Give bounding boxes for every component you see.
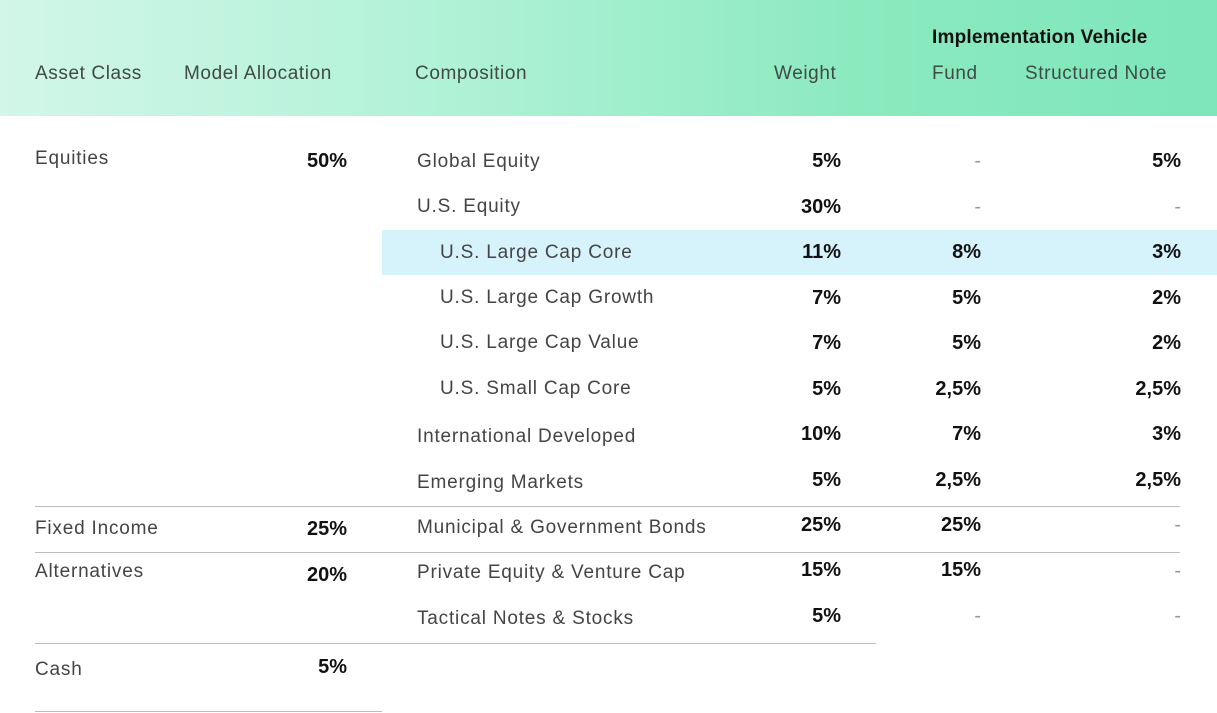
- weight-value: 15%: [800, 559, 841, 581]
- composition-label: Municipal & Government Bonds: [417, 517, 707, 538]
- structured-note-value: 3%: [1152, 423, 1181, 445]
- model-allocation-value: 20%: [306, 564, 347, 586]
- column-header-weight: Weight: [774, 63, 837, 84]
- fund-value: -: [974, 605, 981, 627]
- structured-note-value: 2,5%: [1135, 469, 1181, 491]
- asset-class-label: Equities: [35, 148, 109, 169]
- weight-value: 5%: [812, 150, 841, 172]
- structured-note-value: 2%: [1152, 287, 1181, 309]
- column-header-asset-class: Asset Class: [35, 63, 142, 84]
- composition-label: Emerging Markets: [417, 472, 584, 493]
- weight-value: 10%: [800, 423, 841, 445]
- structured-note-value: 2,5%: [1135, 378, 1181, 400]
- model-allocation-value: 5%: [318, 656, 347, 678]
- fund-value: -: [974, 196, 981, 218]
- weight-value: 5%: [812, 378, 841, 400]
- composition-label: Tactical Notes & Stocks: [417, 608, 634, 629]
- fund-value: 2,5%: [935, 378, 981, 400]
- composition-label: Private Equity & Venture Cap: [417, 562, 686, 583]
- composition-label: U.S. Large Cap Value: [440, 332, 640, 353]
- row-divider: [35, 711, 382, 712]
- column-header-fund: Fund: [932, 63, 978, 84]
- structured-note-value: -: [1174, 196, 1181, 218]
- composition-label: U.S. Large Cap Growth: [440, 287, 655, 308]
- fund-value: 5%: [952, 287, 981, 309]
- weight-value: 7%: [812, 287, 841, 309]
- fund-value: -: [974, 150, 981, 172]
- structured-note-value: -: [1174, 560, 1181, 582]
- composition-label: U.S. Small Cap Core: [440, 378, 632, 399]
- implementation-vehicle-heading: Implementation Vehicle: [932, 27, 1148, 48]
- highlighted-row: [382, 230, 1217, 275]
- row-divider: [35, 643, 876, 644]
- composition-label: Global Equity: [417, 151, 541, 172]
- structured-note-value: 3%: [1152, 241, 1181, 263]
- fund-value: 5%: [952, 332, 981, 354]
- structured-note-value: 2%: [1152, 332, 1181, 354]
- structured-note-value: -: [1174, 605, 1181, 627]
- table-header-band: [0, 0, 1217, 116]
- fund-value: 8%: [952, 241, 981, 263]
- row-divider: [35, 506, 1180, 507]
- weight-value: 25%: [800, 514, 841, 536]
- weight-value: 30%: [800, 196, 841, 218]
- asset-class-label: Fixed Income: [35, 518, 159, 539]
- asset-class-label: Alternatives: [35, 561, 144, 582]
- asset-class-label: Cash: [35, 659, 83, 680]
- column-header-structured-note: Structured Note: [1025, 63, 1168, 84]
- weight-value: 11%: [802, 241, 841, 263]
- fund-value: 2,5%: [935, 469, 981, 491]
- model-allocation-value: 25%: [306, 518, 347, 540]
- fund-value: 15%: [940, 559, 981, 581]
- structured-note-value: 5%: [1152, 150, 1181, 172]
- column-header-composition: Composition: [415, 63, 528, 84]
- composition-label: International Developed: [417, 426, 637, 447]
- composition-label: U.S. Equity: [417, 196, 521, 217]
- column-header-model-allocation: Model Allocation: [184, 63, 332, 84]
- row-divider: [35, 552, 1180, 553]
- weight-value: 7%: [812, 332, 841, 354]
- weight-value: 5%: [812, 605, 841, 627]
- model-allocation-value: 50%: [306, 150, 347, 172]
- fund-value: 25%: [940, 514, 981, 536]
- weight-value: 5%: [812, 469, 841, 491]
- composition-label: U.S. Large Cap Core: [440, 242, 633, 263]
- structured-note-value: -: [1174, 514, 1181, 536]
- fund-value: 7%: [952, 423, 981, 445]
